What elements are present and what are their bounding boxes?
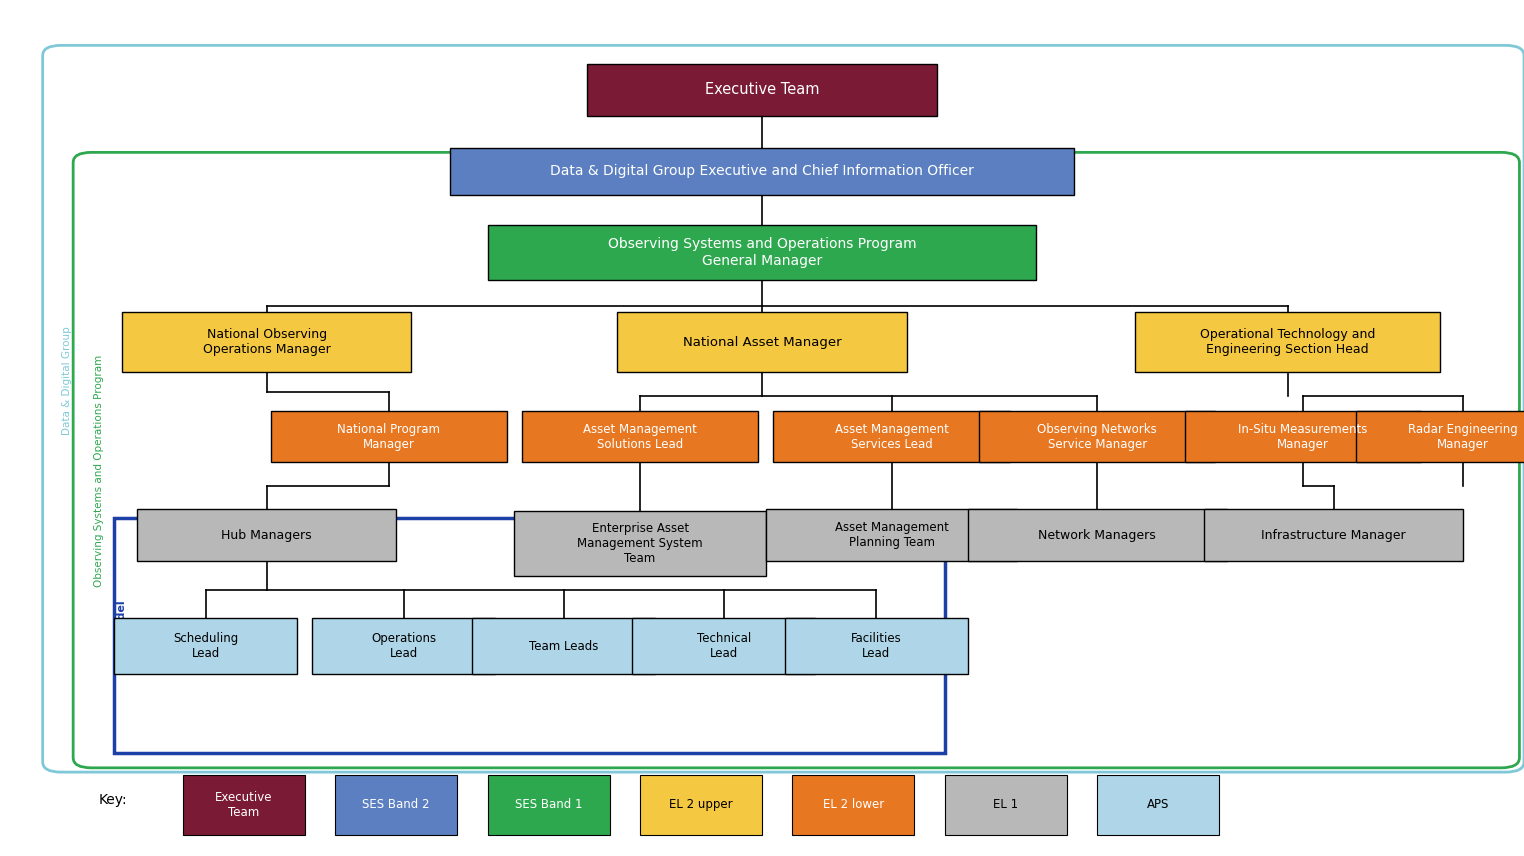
FancyBboxPatch shape: [114, 619, 297, 675]
Text: Facilities
Lead: Facilities Lead: [850, 633, 902, 660]
Text: Scheduling
Lead: Scheduling Lead: [174, 633, 238, 660]
Text: EL 2 lower: EL 2 lower: [823, 798, 884, 811]
Text: Observing Systems and Operations Program: Observing Systems and Operations Program: [94, 354, 104, 587]
Text: Asset Management
Planning Team: Asset Management Planning Team: [835, 521, 948, 549]
FancyBboxPatch shape: [488, 775, 610, 835]
Text: Observing Systems and Operations Program
General Manager: Observing Systems and Operations Program…: [608, 237, 916, 268]
Text: Hub Model: Hub Model: [117, 600, 126, 667]
FancyBboxPatch shape: [978, 411, 1215, 462]
Text: Executive Team: Executive Team: [704, 82, 820, 98]
Text: Asset Management
Solutions Lead: Asset Management Solutions Lead: [584, 423, 696, 450]
FancyBboxPatch shape: [785, 619, 968, 675]
FancyBboxPatch shape: [122, 312, 411, 372]
Text: Observing Networks
Service Manager: Observing Networks Service Manager: [1038, 423, 1157, 450]
FancyBboxPatch shape: [968, 509, 1227, 561]
Text: National Program
Manager: National Program Manager: [337, 423, 440, 450]
FancyBboxPatch shape: [617, 312, 907, 372]
Text: National Asset Manager: National Asset Manager: [683, 336, 841, 349]
FancyBboxPatch shape: [792, 775, 914, 835]
FancyBboxPatch shape: [1097, 775, 1219, 835]
FancyBboxPatch shape: [514, 512, 765, 575]
Text: Key:: Key:: [99, 794, 128, 807]
Text: Operations
Lead: Operations Lead: [372, 633, 436, 660]
Text: Executive
Team: Executive Team: [215, 791, 273, 818]
Text: SES Band 2: SES Band 2: [363, 798, 430, 811]
Text: SES Band 1: SES Band 1: [515, 798, 582, 811]
FancyBboxPatch shape: [632, 619, 815, 675]
FancyBboxPatch shape: [773, 411, 1009, 462]
Text: Infrastructure Manager: Infrastructure Manager: [1262, 528, 1405, 542]
FancyBboxPatch shape: [183, 775, 305, 835]
FancyBboxPatch shape: [450, 147, 1074, 194]
FancyBboxPatch shape: [1184, 411, 1420, 462]
Text: Technical
Lead: Technical Lead: [696, 633, 751, 660]
Text: Operational Technology and
Engineering Section Head: Operational Technology and Engineering S…: [1199, 329, 1376, 356]
FancyBboxPatch shape: [587, 64, 937, 116]
Text: National Observing
Operations Manager: National Observing Operations Manager: [203, 329, 331, 356]
FancyBboxPatch shape: [312, 619, 495, 675]
FancyBboxPatch shape: [1204, 509, 1463, 561]
Text: Data & Digital Group Executive and Chief Information Officer: Data & Digital Group Executive and Chief…: [550, 164, 974, 178]
FancyBboxPatch shape: [1356, 411, 1524, 462]
Text: EL 2 upper: EL 2 upper: [669, 798, 733, 811]
FancyBboxPatch shape: [640, 775, 762, 835]
FancyBboxPatch shape: [945, 775, 1067, 835]
Text: Asset Management
Services Lead: Asset Management Services Lead: [835, 423, 948, 450]
Text: Radar Engineering
Manager: Radar Engineering Manager: [1408, 423, 1518, 450]
Text: Hub Managers: Hub Managers: [221, 528, 312, 542]
FancyBboxPatch shape: [137, 509, 396, 561]
FancyBboxPatch shape: [271, 411, 506, 462]
Text: Team Leads: Team Leads: [529, 639, 599, 653]
FancyBboxPatch shape: [472, 619, 655, 675]
FancyBboxPatch shape: [488, 224, 1036, 281]
Text: In-Situ Measurements
Manager: In-Situ Measurements Manager: [1239, 423, 1367, 450]
Text: APS: APS: [1148, 798, 1169, 811]
FancyBboxPatch shape: [521, 411, 757, 462]
Text: Network Managers: Network Managers: [1038, 528, 1157, 542]
Text: EL 1: EL 1: [994, 798, 1018, 811]
FancyBboxPatch shape: [335, 775, 457, 835]
Text: Data & Digital Group: Data & Digital Group: [62, 326, 72, 436]
FancyBboxPatch shape: [765, 509, 1018, 561]
Text: Enterprise Asset
Management System
Team: Enterprise Asset Management System Team: [578, 522, 703, 565]
FancyBboxPatch shape: [1135, 312, 1440, 372]
